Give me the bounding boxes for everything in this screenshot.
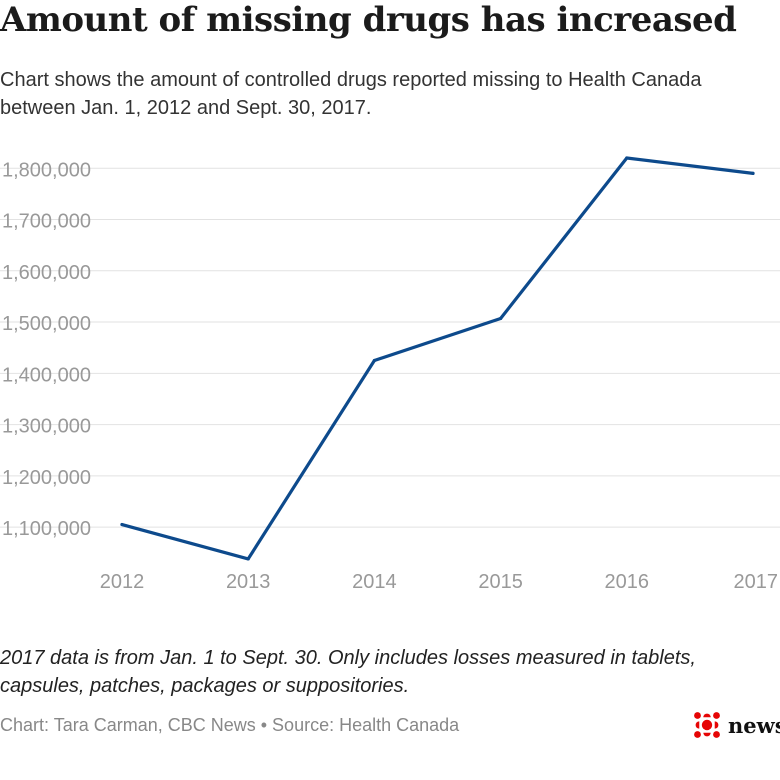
data-point: [625, 156, 629, 160]
y-tick-label: 1,200,000: [2, 467, 91, 489]
x-axis-ticks: 2012 2013 2014 2015 2016 2017: [100, 571, 778, 593]
cbc-gem-icon: [694, 712, 720, 738]
chart-subtitle: Chart shows the amount of controlled dru…: [0, 69, 702, 119]
x-tick-label: 2014: [352, 571, 397, 593]
y-tick-label: 1,300,000: [2, 416, 91, 438]
x-tick-label: 2013: [226, 571, 271, 593]
logo-wordmark: news: [728, 712, 780, 738]
data-point: [499, 316, 503, 321]
y-axis-ticks: 1,100,000 1,200,000 1,300,000 1,400,000 1,50…: [2, 159, 91, 540]
series-layer: [120, 156, 755, 561]
source-credit: Chart: Tara Carman, CBC News • Source: H…: [0, 715, 460, 735]
gridlines: [0, 167, 780, 528]
y-tick-label: 1,500,000: [2, 313, 91, 335]
x-tick-label: 2016: [605, 571, 650, 593]
footnote: 2017 data is from Jan. 1 to Sept. 30. On…: [0, 647, 696, 697]
line-chart: 1,100,000 1,200,000 1,300,000 1,400,000 1,50…: [0, 156, 780, 593]
data-point: [246, 557, 250, 561]
y-tick-label: 1,100,000: [2, 518, 91, 540]
data-point: [751, 171, 755, 175]
series-line: [120, 156, 755, 561]
x-tick-label: 2015: [478, 571, 523, 593]
x-tick-label: 2012: [100, 571, 145, 593]
data-point: [120, 522, 124, 527]
y-tick-label: 1,800,000: [2, 159, 91, 181]
chart-title: Amount of missing drugs has increased: [0, 0, 737, 40]
data-point: [372, 358, 376, 363]
y-tick-label: 1,400,000: [2, 364, 91, 386]
cbc-news-logo[interactable]: news: [690, 708, 780, 742]
y-tick-label: 1,700,000: [2, 211, 91, 233]
y-tick-label: 1,600,000: [2, 262, 91, 284]
x-tick-label: 2017: [734, 571, 779, 593]
